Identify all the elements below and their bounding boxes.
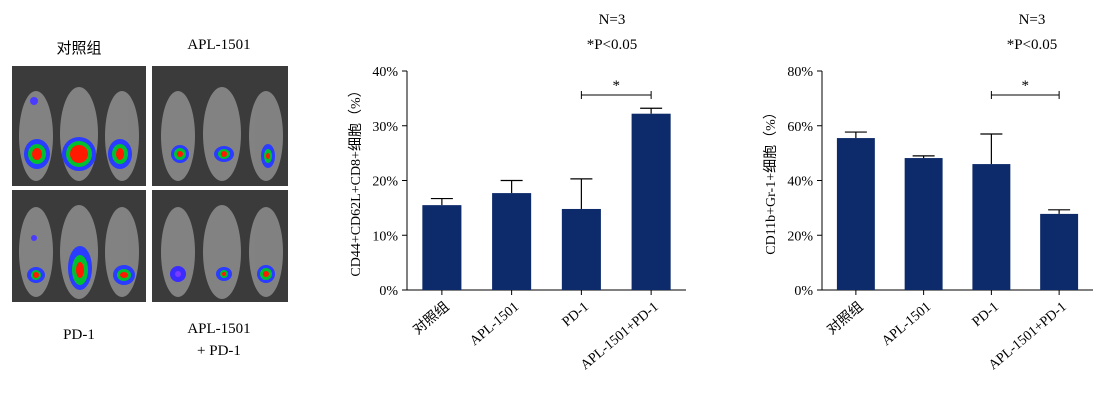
y-tick-label: 60% <box>787 120 813 135</box>
bar <box>422 205 462 290</box>
bar <box>904 158 943 290</box>
annotation-n: N=3 <box>599 12 626 28</box>
label-combo-1: APL-1501 <box>187 321 251 337</box>
y-tick-label: 80% <box>787 65 813 80</box>
annotation-p: *P<0.05 <box>587 37 638 53</box>
x-tick-label: 对照组 <box>410 299 452 338</box>
x-tick-label: PD-1 <box>560 300 592 330</box>
x-tick-label: 对照组 <box>824 299 866 338</box>
y-tick-label: 10% <box>372 229 398 244</box>
bar <box>631 113 671 290</box>
bar <box>836 138 875 290</box>
y-tick-label: 40% <box>372 65 398 80</box>
chart-cd11b: N=3 *P<0.05 CD11b+Gr-1+细胞（%） 0% 20% 40% 60%… <box>763 12 1093 373</box>
image-apl-mice <box>152 66 288 186</box>
image-combo-mice <box>152 190 288 302</box>
y-axis-label: CD11b+Gr-1+细胞（%） <box>763 105 779 255</box>
image-pd1-mice <box>12 190 146 302</box>
x-tick-label: PD-1 <box>970 300 1002 330</box>
significance-star: * <box>1022 78 1030 94</box>
y-tick-label: 30% <box>372 120 398 135</box>
x-tick-label: APL-1501 <box>467 300 522 349</box>
image-control-mice <box>12 66 146 186</box>
label-control: 对照组 <box>56 41 102 57</box>
y-tick-label: 40% <box>787 175 813 190</box>
y-axis-label: CD44+CD62L+CD8+细胞（%） <box>348 83 364 276</box>
label-combo-2: + PD-1 <box>197 343 241 359</box>
label-apl: APL-1501 <box>187 37 251 53</box>
annotation-p: *P<0.05 <box>1007 37 1058 53</box>
significance-star: * <box>613 78 621 94</box>
bar <box>561 208 601 290</box>
label-pd1: PD-1 <box>63 327 95 343</box>
bar <box>492 193 532 290</box>
y-tick-label: 0% <box>379 284 398 299</box>
bar <box>972 164 1011 290</box>
y-tick-label: 20% <box>787 229 813 244</box>
annotation-n: N=3 <box>1019 12 1046 28</box>
y-tick-label: 0% <box>794 284 813 299</box>
bar <box>1040 213 1079 290</box>
y-tick-label: 20% <box>372 175 398 190</box>
chart-cd44: N=3 *P<0.05 CD44+CD62L+CD8+细胞（%） 0% 10% 20… <box>348 12 686 373</box>
x-tick-label: APL-1501 <box>879 300 934 349</box>
